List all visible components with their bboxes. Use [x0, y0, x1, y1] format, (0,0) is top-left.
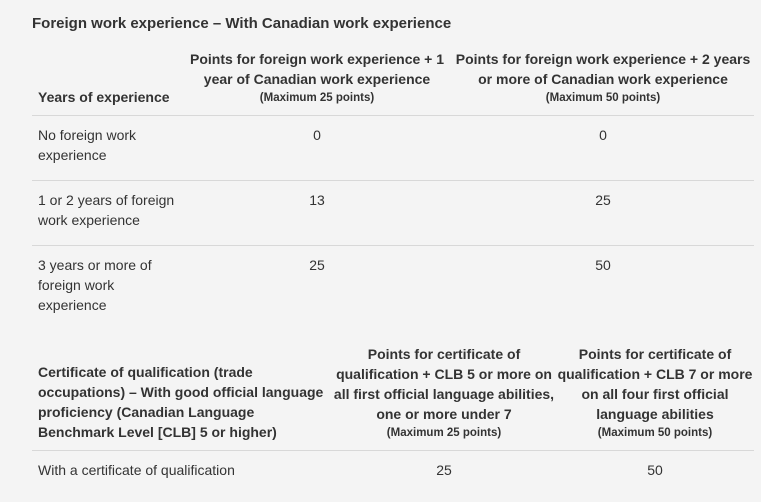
- header-max-points: (Maximum 50 points): [597, 427, 713, 439]
- header-title: Points for certificate of qualification …: [333, 346, 555, 422]
- points-1yr-canadian-header: Points for foreign work experience + 1 y…: [182, 48, 452, 116]
- section-title: Foreign work experience – With Canadian …: [32, 15, 452, 32]
- table-header-row: Years of experience Points for foreign w…: [32, 48, 754, 116]
- table-row: 1 or 2 years of foreign work experience …: [32, 180, 754, 246]
- header-title: Points for certificate of qualification …: [557, 346, 753, 422]
- header-max-points: (Maximum 25 points): [386, 427, 502, 439]
- row-label: 3 years or more of foreign work experien…: [38, 257, 152, 313]
- header-max-points: (Maximum 25 points): [259, 92, 375, 104]
- row-label: With a certificate of qualification: [38, 462, 235, 478]
- header-max-points: (Maximum 50 points): [545, 92, 661, 104]
- table-row: With a certificate of qualification 25 5…: [32, 450, 754, 489]
- foreign-work-experience-table: Years of experience Points for foreign w…: [32, 48, 754, 330]
- table-row: 3 years or more of foreign work experien…: [32, 245, 754, 331]
- points-value: 25: [309, 257, 325, 273]
- certificate-header: Certificate of qualification (trade occu…: [38, 364, 324, 440]
- header-title: Points for foreign work experience + 1 y…: [189, 51, 445, 87]
- points-value: 0: [313, 127, 321, 143]
- points-value: 50: [595, 257, 611, 273]
- row-label: 1 or 2 years of foreign work experience: [38, 192, 175, 228]
- points-value: 13: [309, 192, 325, 208]
- points-value: 0: [599, 127, 607, 143]
- points-value: 25: [436, 462, 452, 478]
- points-2yr-canadian-header: Points for foreign work experience + 2 y…: [452, 48, 754, 116]
- points-clb5-header: Points for certificate of qualification …: [332, 343, 556, 451]
- points-clb7-header: Points for certificate of qualification …: [556, 343, 754, 451]
- row-label: No foreign work experience: [38, 127, 137, 163]
- years-of-experience-header: Years of experience: [38, 89, 170, 105]
- certificate-of-qualification-table: Certificate of qualification (trade occu…: [32, 343, 754, 488]
- table-row: No foreign work experience 0 0: [32, 115, 754, 181]
- points-value: 50: [647, 462, 663, 478]
- header-title: Points for foreign work experience + 2 y…: [455, 51, 751, 87]
- points-value: 25: [595, 192, 611, 208]
- table-header-row: Certificate of qualification (trade occu…: [32, 343, 754, 451]
